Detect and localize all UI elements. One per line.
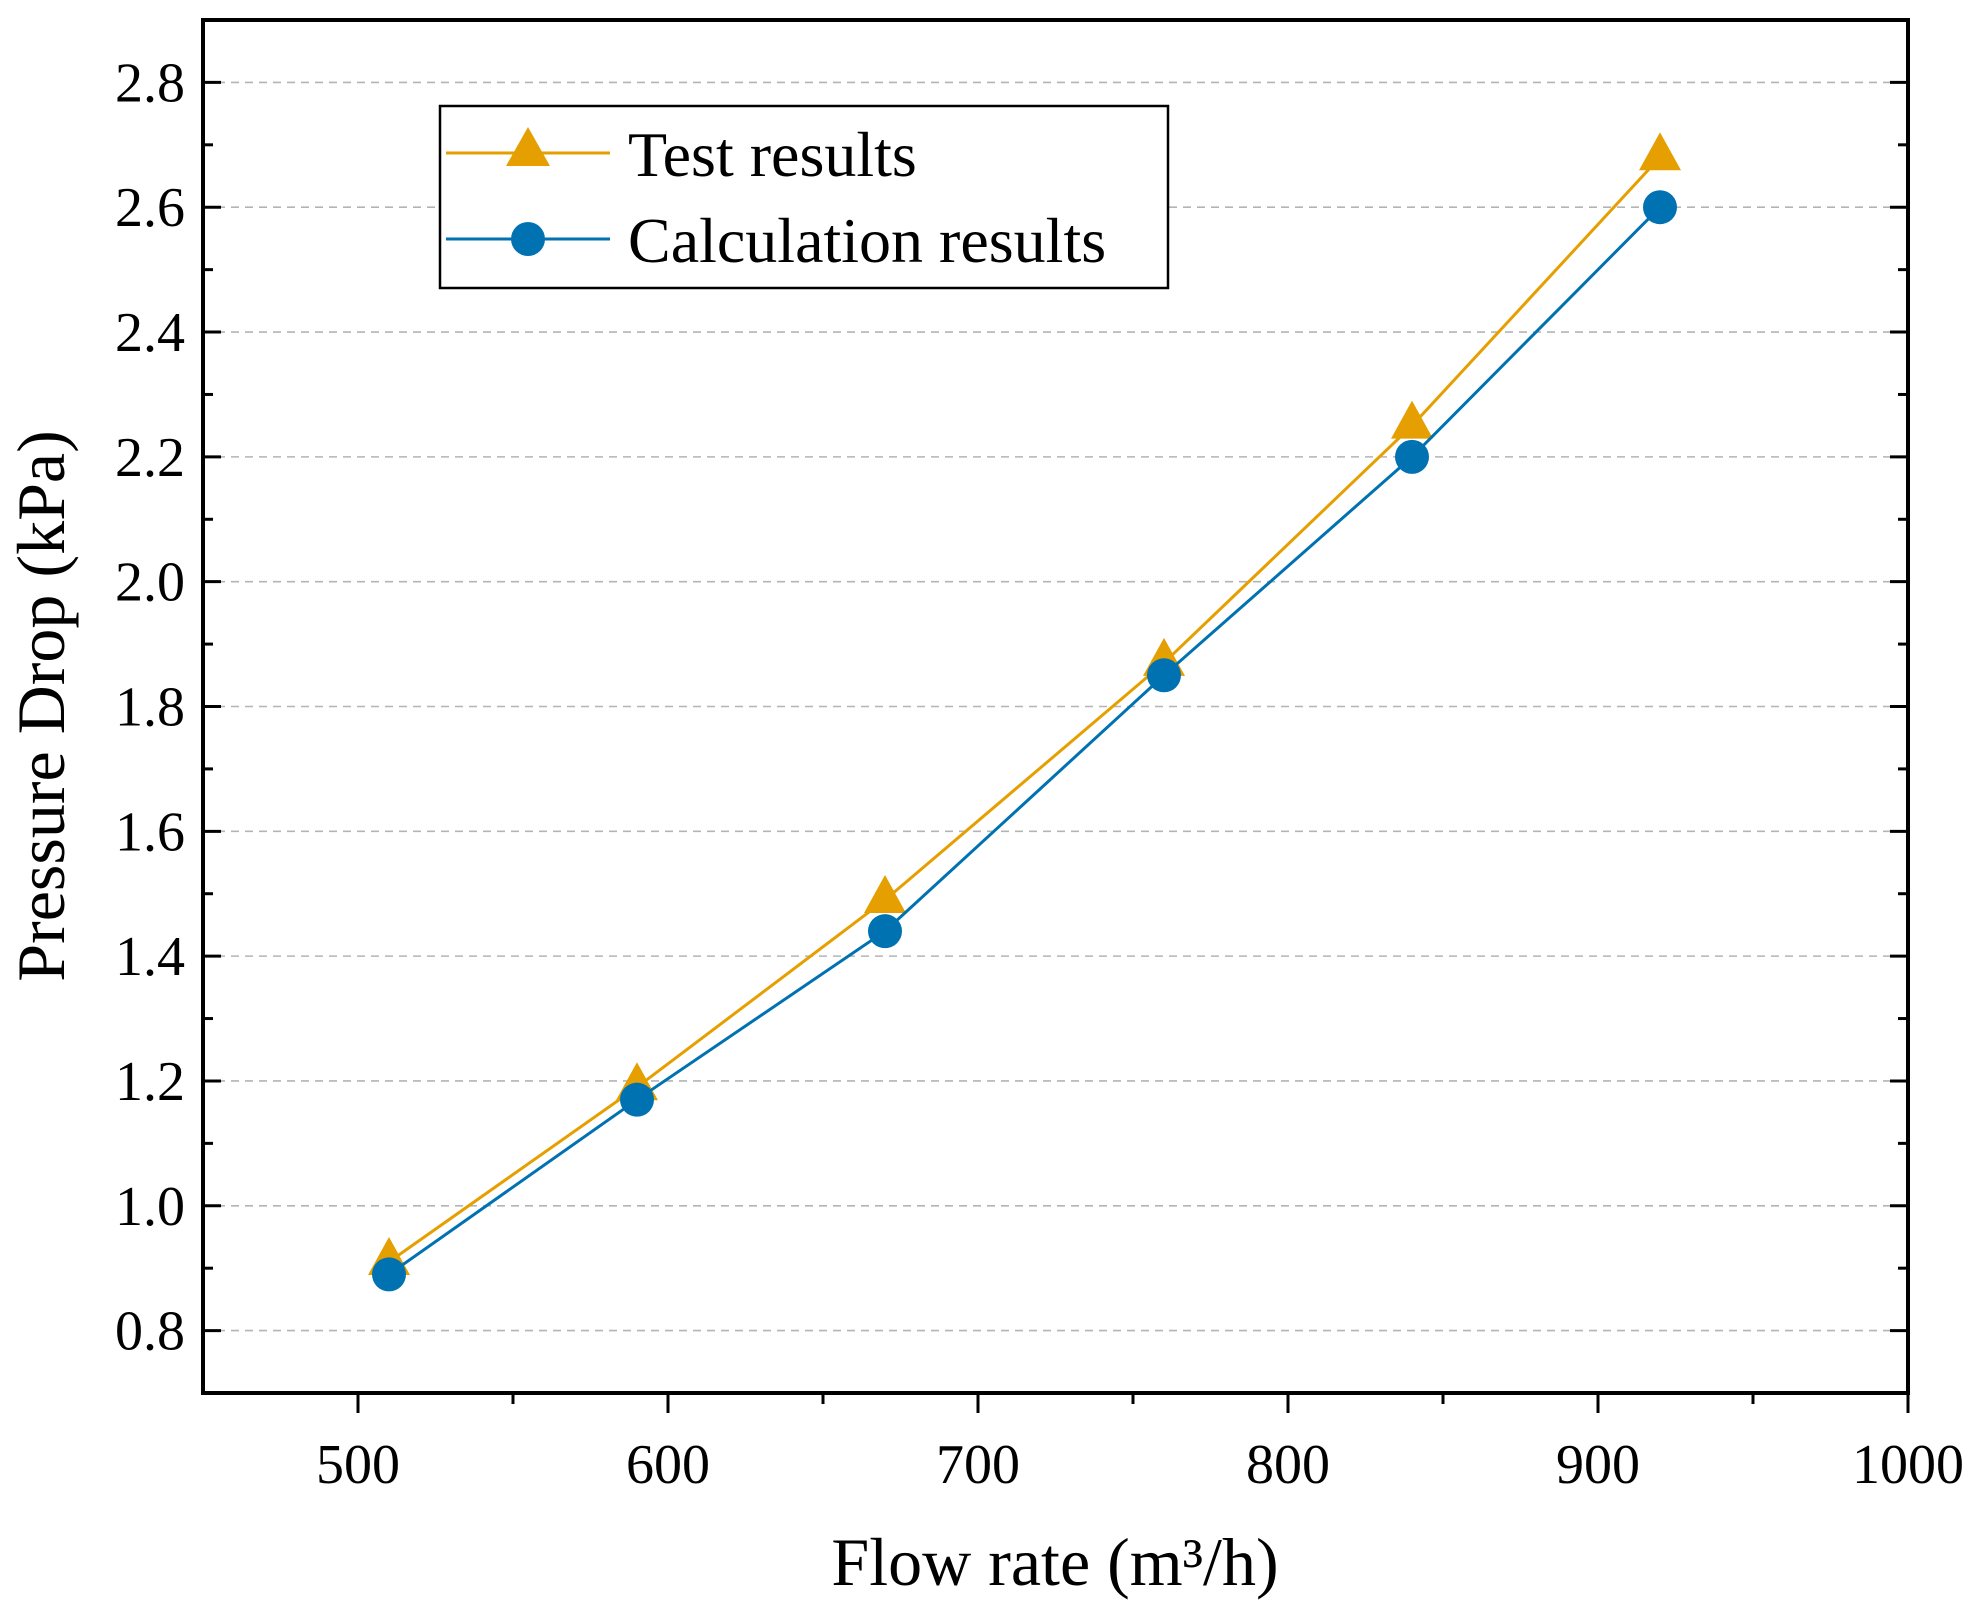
y-tick-label: 2.4 (115, 302, 185, 364)
data-point-circle (1643, 190, 1677, 225)
data-point-circle (1395, 439, 1429, 474)
x-axis-title: Flow rate (m³/h) (831, 1524, 1278, 1600)
data-point-circle (1147, 658, 1181, 693)
y-axis-title: Pressure Drop (kPa) (3, 430, 79, 981)
data-point-circle (620, 1082, 654, 1117)
series-layer (368, 132, 1681, 1292)
x-tick-label: 1000 (1852, 1434, 1964, 1496)
x-tick-label: 500 (316, 1434, 400, 1496)
x-tick-label: 800 (1246, 1434, 1330, 1496)
series-calculation-results (372, 190, 1677, 1292)
y-tick-label: 1.2 (115, 1051, 185, 1113)
x-tick-label: 600 (626, 1434, 710, 1496)
legend-box (438, 104, 1170, 290)
legend-label-test: Test results (628, 119, 917, 190)
y-tick-label: 0.8 (115, 1301, 185, 1363)
series-line (388, 206, 1662, 1276)
data-point-circle (372, 1257, 406, 1292)
legend-marker-calc-circle (511, 222, 545, 256)
y-tick-label: 1.0 (115, 1176, 185, 1238)
y-tick-label: 2.0 (115, 552, 185, 614)
x-tick-label: 900 (1556, 1434, 1640, 1496)
x-axis-ticks: 500 600 700 800 900 1000 (316, 1393, 1964, 1496)
legend: Test results Calculation results (438, 104, 1170, 290)
y-tick-label: 2.6 (115, 177, 185, 239)
legend-marker-test-triangle (506, 127, 550, 166)
data-point-triangle (864, 874, 906, 913)
y-tick-label: 1.8 (115, 677, 185, 739)
legend-label-calc: Calculation results (628, 205, 1106, 276)
data-point-triangle (1391, 400, 1433, 439)
y-axis-ticks: 0.8 1.0 1.2 1.4 1.6 1.8 2.0 2.2 2.4 2.6 2.8 (115, 52, 1908, 1395)
y-tick-label: 2.2 (115, 427, 185, 489)
x-tick-label: 700 (936, 1434, 1020, 1496)
data-point-circle (868, 914, 902, 949)
y-tick-label: 1.4 (115, 926, 185, 988)
y-tick-label: 2.8 (115, 52, 185, 114)
series-test-results (368, 132, 1681, 1275)
data-point-triangle (1639, 132, 1681, 171)
series-line (388, 156, 1662, 1264)
y-tick-label: 1.6 (115, 801, 185, 863)
